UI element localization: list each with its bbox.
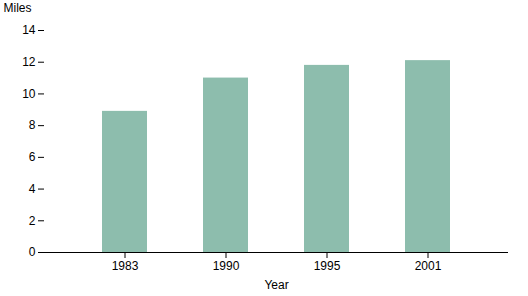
svg-text:Year: Year: [264, 278, 288, 292]
svg-text:14: 14: [22, 23, 36, 37]
svg-text:12: 12: [22, 55, 36, 69]
svg-text:6: 6: [29, 150, 36, 164]
svg-text:1990: 1990: [213, 259, 240, 273]
svg-text:1983: 1983: [112, 259, 139, 273]
svg-text:2001: 2001: [415, 259, 442, 273]
svg-text:Miles: Miles: [4, 1, 32, 15]
svg-text:8: 8: [29, 118, 36, 132]
svg-text:2: 2: [29, 214, 36, 228]
svg-text:0: 0: [29, 245, 36, 259]
svg-text:4: 4: [29, 182, 36, 196]
svg-text:1995: 1995: [314, 259, 341, 273]
svg-text:10: 10: [22, 87, 36, 101]
